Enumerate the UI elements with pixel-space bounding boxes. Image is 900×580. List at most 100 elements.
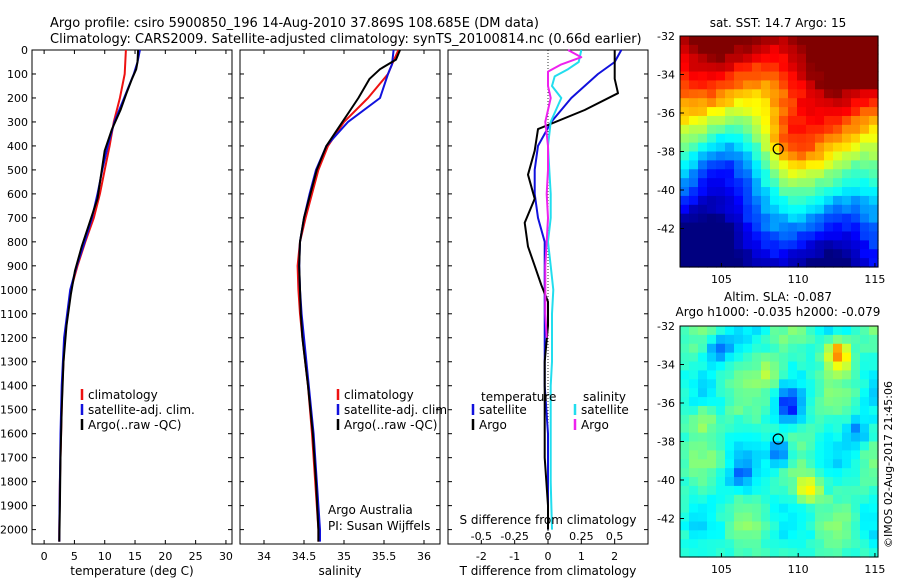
map-cell bbox=[752, 124, 762, 135]
map-cell bbox=[689, 53, 699, 64]
map-cell bbox=[860, 361, 870, 372]
map-cell bbox=[869, 89, 879, 99]
map-cell bbox=[689, 249, 699, 259]
map-cell bbox=[851, 151, 861, 161]
map-cell bbox=[815, 249, 825, 259]
map-cell bbox=[680, 459, 690, 469]
y-tick-label: 700 bbox=[7, 212, 28, 225]
map-cell bbox=[806, 169, 816, 179]
map-cell bbox=[824, 468, 834, 478]
map-cell bbox=[689, 468, 699, 478]
map-cell bbox=[689, 370, 699, 380]
map-cell bbox=[833, 115, 843, 126]
sst-map-x-ticks: 105 110 115 bbox=[711, 263, 885, 286]
x-tick-label: 25 bbox=[189, 550, 203, 563]
map-cell bbox=[860, 71, 870, 82]
map-cell bbox=[770, 450, 780, 460]
map-cell bbox=[815, 124, 825, 135]
map-cell bbox=[833, 213, 843, 224]
map-cell bbox=[869, 195, 879, 206]
map-cell bbox=[860, 379, 870, 389]
map-cell bbox=[770, 423, 780, 434]
map-cell bbox=[770, 397, 780, 407]
difference-top-ticks: -0.5 -0.25 0 0.25 0.5 bbox=[471, 530, 624, 543]
map-cell bbox=[788, 485, 798, 496]
map-cell bbox=[743, 370, 753, 380]
map-cell bbox=[770, 361, 780, 372]
map-cell bbox=[824, 405, 834, 416]
map-cell bbox=[815, 477, 825, 487]
map-cell bbox=[797, 71, 807, 82]
map-cell bbox=[788, 414, 798, 425]
map-cell bbox=[869, 178, 879, 188]
map-cell bbox=[815, 334, 825, 345]
map-cell bbox=[860, 405, 870, 416]
map-cell bbox=[680, 361, 690, 372]
map-cell bbox=[743, 178, 753, 188]
map-cell bbox=[725, 397, 735, 407]
map-cell bbox=[815, 133, 825, 144]
map-cell bbox=[860, 530, 870, 540]
map-cell bbox=[752, 494, 762, 505]
map-cell bbox=[707, 370, 717, 380]
map-cell bbox=[752, 115, 762, 126]
map-cell bbox=[689, 204, 699, 215]
map-cell bbox=[833, 169, 843, 179]
sst-map-title: sat. SST: 14.7 Argo: 15 bbox=[710, 16, 847, 30]
map-cell bbox=[851, 423, 861, 434]
map-cell bbox=[815, 107, 825, 117]
map-cell bbox=[734, 361, 744, 372]
map-cell bbox=[734, 468, 744, 478]
map-cell bbox=[761, 249, 771, 259]
map-cell bbox=[698, 352, 708, 363]
map-cell bbox=[752, 361, 762, 372]
map-cell bbox=[689, 169, 699, 179]
map-cell bbox=[860, 98, 870, 108]
y-tick-label: 200 bbox=[7, 92, 28, 105]
map-cell bbox=[779, 213, 789, 224]
map-cell bbox=[689, 326, 699, 336]
map-cell bbox=[797, 388, 807, 398]
map-cell bbox=[689, 450, 699, 460]
sla-map-title-line-2: Argo h1000: -0.035 h2000: -0.079 bbox=[676, 305, 881, 319]
map-cell bbox=[743, 44, 753, 55]
map-cell bbox=[752, 530, 762, 540]
difference-panel: -2 -1 0 1 2 -0.5 -0.25 0 0.25 0.5 T difference f… bbox=[447, 49, 649, 578]
map-cell bbox=[752, 450, 762, 460]
map-cell bbox=[761, 222, 771, 233]
map-cell bbox=[761, 195, 771, 206]
map-cell bbox=[716, 388, 726, 398]
map-cell bbox=[860, 521, 870, 531]
map-cell bbox=[743, 213, 753, 224]
map-cell bbox=[725, 222, 735, 233]
map-cell bbox=[725, 441, 735, 451]
map-cell bbox=[770, 160, 780, 170]
map-cell bbox=[752, 423, 762, 434]
map-cell bbox=[725, 521, 735, 531]
map-cell bbox=[806, 370, 816, 380]
map-cell bbox=[788, 530, 798, 540]
map-cell bbox=[797, 512, 807, 523]
map-cell bbox=[797, 204, 807, 215]
salinity-y-ticks bbox=[240, 49, 440, 531]
map-cell bbox=[752, 512, 762, 523]
map-cell bbox=[824, 53, 834, 64]
map-cell bbox=[743, 71, 753, 82]
map-cell bbox=[680, 370, 690, 380]
map-cell bbox=[815, 539, 825, 549]
map-cell bbox=[770, 388, 780, 398]
map-cell bbox=[851, 231, 861, 241]
map-y-tick-label: -42 bbox=[657, 223, 675, 236]
y-tick-label: 1400 bbox=[0, 380, 28, 393]
map-cell bbox=[752, 62, 762, 73]
map-cell bbox=[761, 240, 771, 250]
map-cell bbox=[788, 512, 798, 523]
map-cell bbox=[770, 512, 780, 523]
map-cell bbox=[779, 450, 789, 460]
map-cell bbox=[725, 548, 735, 558]
map-cell bbox=[680, 53, 690, 64]
map-cell bbox=[842, 169, 852, 179]
map-cell bbox=[815, 62, 825, 73]
map-cell bbox=[698, 142, 708, 153]
salinity-lines bbox=[296, 49, 401, 542]
